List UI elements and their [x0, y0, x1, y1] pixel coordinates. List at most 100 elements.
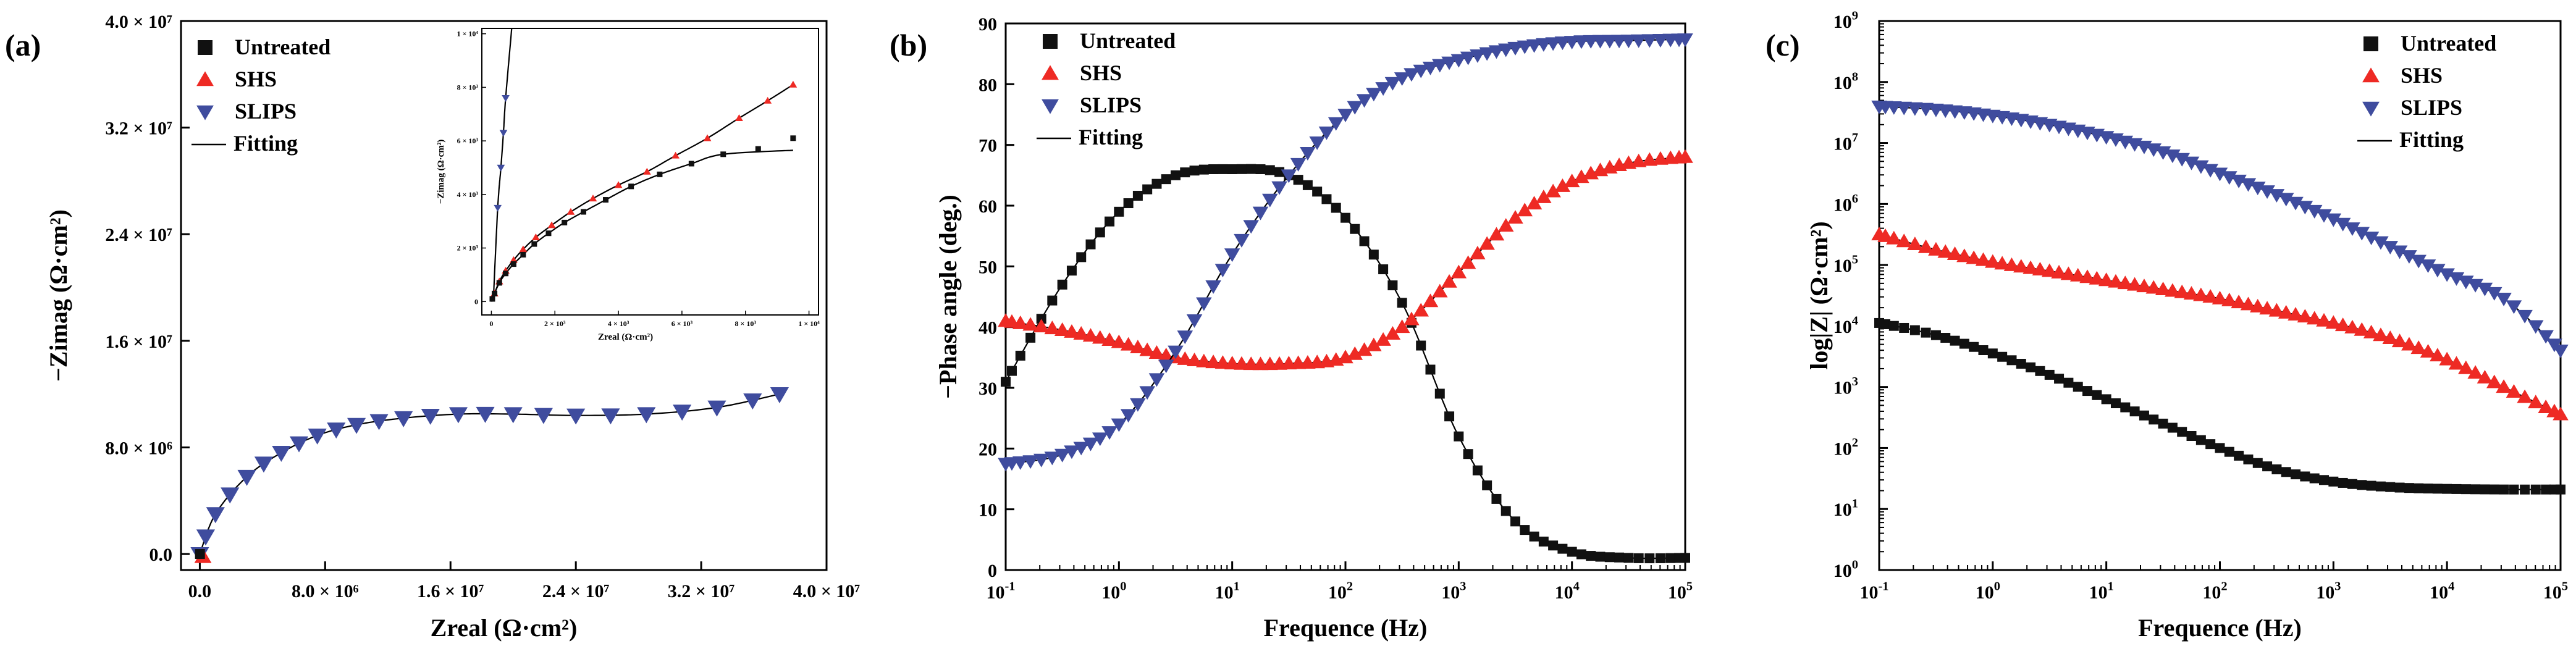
inset-y-tick-label: 0: [474, 297, 478, 306]
legend-shs-marker: [1042, 65, 1059, 80]
shs-marker: [2467, 365, 2483, 379]
slips-marker: [2410, 254, 2427, 269]
shs-marker: [1054, 322, 1071, 336]
slips-marker: [2316, 209, 2332, 223]
shs-marker: [2089, 270, 2105, 285]
untreated-marker: [1987, 348, 1998, 359]
shs-marker: [2212, 290, 2228, 304]
slips-marker: [1148, 373, 1165, 387]
shs-marker: [2316, 312, 2332, 327]
slips-marker: [1271, 181, 1287, 195]
untreated-marker: [1463, 449, 1473, 459]
shs-marker: [1536, 189, 1552, 203]
shs-marker: [1886, 230, 1902, 245]
x-tick-label: 104: [1555, 580, 1580, 603]
inset-untreated-marker: [657, 171, 663, 177]
untreated-marker: [2432, 484, 2443, 494]
untreated-marker: [1510, 516, 1520, 527]
inset-shs-marker: [532, 233, 540, 240]
untreated-marker: [1888, 321, 1899, 331]
slips-marker: [1394, 72, 1410, 86]
slips-marker: [1545, 37, 1561, 51]
y-tick-label: 70: [979, 136, 997, 156]
slips-marker: [1536, 38, 1552, 52]
inset-shs-marker: [789, 80, 798, 88]
shs-marker: [2003, 257, 2020, 271]
shs-marker: [1896, 233, 1912, 248]
shs-marker: [1033, 319, 1050, 333]
x-tick-label: 100: [1101, 580, 1126, 603]
untreated-marker: [1246, 164, 1256, 174]
slips-marker: [1337, 109, 1353, 123]
untreated-marker: [2177, 427, 2187, 437]
inset-shs-marker: [703, 134, 712, 141]
slips-marker: [1290, 157, 1307, 172]
untreated-marker: [2375, 481, 2386, 492]
legend-slips-marker: [196, 105, 214, 120]
legend-shs-marker: [196, 71, 214, 86]
inset-untreated-marker: [628, 183, 634, 190]
slips-marker: [1196, 297, 1212, 311]
inset-x-tick-label: 1 × 10⁴: [798, 319, 820, 328]
y-tick-label: 101: [1833, 497, 1858, 521]
untreated-marker: [1227, 164, 1237, 174]
shs-marker: [1120, 337, 1137, 351]
inset-shs-marker: [671, 151, 680, 159]
shs-marker: [1554, 178, 1571, 192]
inset-y-tick-label: 6 × 10³: [457, 136, 479, 145]
y-tick-label: 104: [1833, 314, 1858, 337]
untreated-marker: [1501, 506, 1511, 516]
untreated-marker: [1095, 227, 1105, 238]
untreated-marker: [2530, 484, 2541, 495]
untreated-marker: [1208, 164, 1219, 174]
shs-marker: [1450, 264, 1467, 279]
untreated-marker: [2281, 467, 2291, 477]
shs-marker: [1186, 353, 1203, 366]
untreated-marker: [2366, 480, 2376, 491]
untreated-marker: [1036, 314, 1046, 324]
slips-marker: [2506, 300, 2522, 314]
untreated-marker: [1114, 206, 1124, 217]
slips-marker: [1120, 409, 1137, 423]
shs-marker: [2297, 309, 2313, 323]
untreated-marker: [1387, 280, 1398, 291]
slips-marker: [2496, 293, 2512, 306]
slips-marker: [2325, 213, 2342, 227]
x-tick-label: 100: [1976, 580, 2000, 603]
slips-marker: [1896, 101, 1912, 115]
y-tick-label: 80: [979, 75, 997, 95]
legend-slips-label: SLIPS: [1080, 93, 1142, 117]
y-tick-label: 30: [979, 379, 997, 399]
inset-y-tick-label: 2 × 10³: [457, 244, 479, 253]
slips-marker: [743, 393, 762, 410]
slips-marker: [327, 422, 346, 439]
slips-marker: [1318, 126, 1335, 140]
untreated-marker: [2110, 398, 2121, 409]
slips-marker: [1022, 455, 1038, 469]
slips-marker: [254, 456, 274, 473]
shs-marker: [1564, 174, 1580, 188]
untreated-marker: [1930, 330, 1941, 340]
slips-marker: [2212, 167, 2228, 182]
untreated-marker: [2006, 355, 2017, 366]
slips-marker: [421, 408, 440, 425]
inset-untreated-marker: [562, 219, 568, 225]
untreated-marker: [1576, 549, 1586, 560]
shs-marker: [1177, 351, 1193, 365]
y-tick-label: 2.4 × 10⁷: [105, 225, 172, 245]
slips-marker: [1252, 206, 1269, 220]
slips-marker: [1450, 54, 1467, 68]
x-tick-label: 4.0 × 10⁷: [793, 581, 861, 602]
slips-marker: [2538, 330, 2554, 344]
slips-marker: [1262, 193, 1278, 208]
shs-marker: [1947, 246, 1963, 260]
shs-marker: [1384, 326, 1401, 340]
untreated-marker: [2035, 366, 2045, 376]
shs-marker: [1139, 342, 1155, 356]
x-tick-label: 101: [1215, 580, 1240, 603]
legend-fitting-label: Fitting: [234, 131, 298, 156]
y-tick-label: 108: [1833, 70, 1858, 93]
x-tick-label: 0.0: [188, 581, 212, 602]
untreated-marker: [2101, 394, 2111, 405]
untreated-marker: [2357, 480, 2367, 490]
